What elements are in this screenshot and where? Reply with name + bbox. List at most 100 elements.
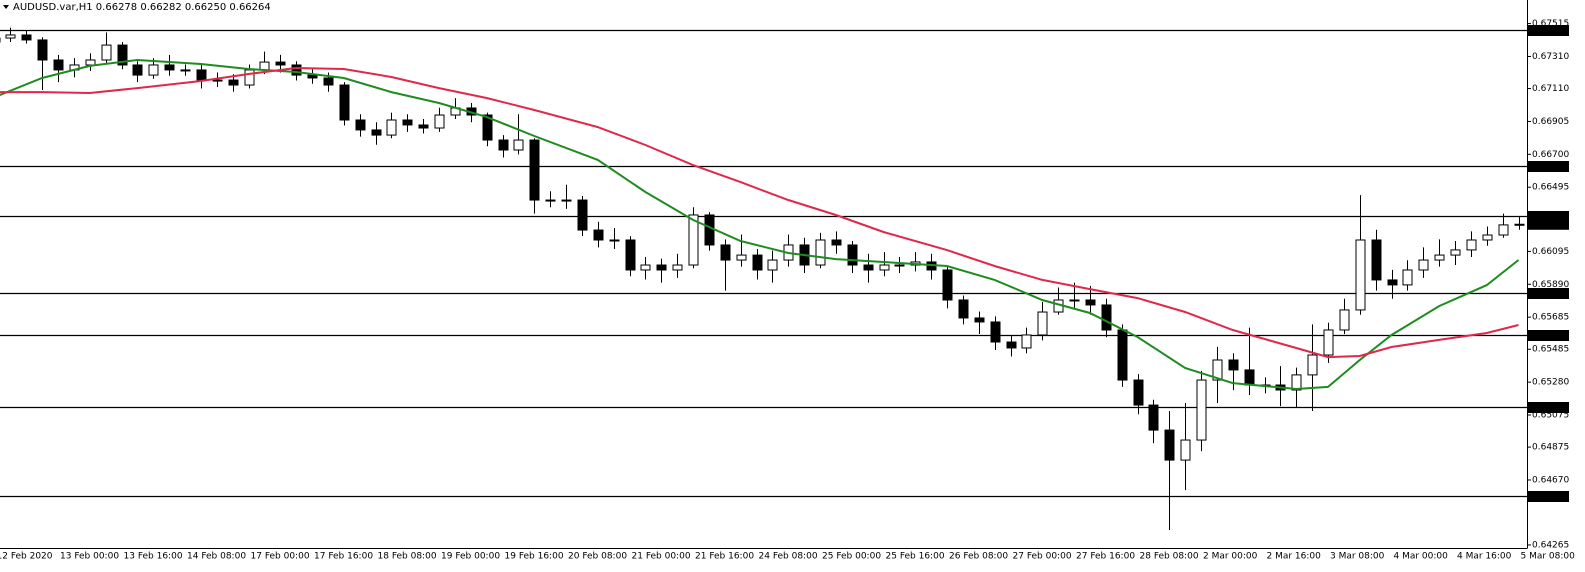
candle-body bbox=[1514, 223, 1525, 226]
candle-body bbox=[323, 77, 334, 86]
candle-body bbox=[402, 119, 413, 126]
x-tick-label: 19 Feb 16:00 bbox=[505, 552, 564, 562]
candle-body bbox=[1101, 304, 1112, 331]
x-tick-label: 12 Feb 2020 bbox=[0, 552, 53, 562]
y-tick-label: 0.66095 bbox=[1532, 247, 1569, 257]
candle-body bbox=[228, 79, 239, 86]
y-tick-label: 0.67110 bbox=[1532, 84, 1569, 94]
x-tick-label: 21 Feb 16:00 bbox=[695, 552, 754, 562]
y-tick-label: 0.66905 bbox=[1532, 117, 1569, 127]
candle-body bbox=[1371, 239, 1382, 281]
x-tick-label: 20 Feb 08:00 bbox=[568, 552, 627, 562]
candle-body bbox=[355, 119, 366, 131]
candle-body bbox=[1117, 329, 1128, 381]
candle-body bbox=[434, 114, 445, 129]
y-tick-label: 0.65075 bbox=[1532, 411, 1569, 421]
candle-body bbox=[720, 244, 731, 261]
level-label-box bbox=[1528, 402, 1569, 413]
candle-body bbox=[1037, 311, 1048, 336]
level-label-box bbox=[1528, 288, 1569, 299]
x-tick-label: 19 Feb 00:00 bbox=[441, 552, 500, 562]
candle-body bbox=[831, 239, 842, 246]
candle-body bbox=[1418, 259, 1429, 271]
candle-body bbox=[21, 34, 32, 41]
level-label-box bbox=[1528, 25, 1569, 36]
candle-body bbox=[5, 34, 16, 39]
level-label: 0.67475 bbox=[1530, 26, 1567, 36]
level-label-box bbox=[1528, 211, 1569, 222]
candle-body bbox=[863, 264, 874, 271]
x-tick-label: 2 Mar 16:00 bbox=[1267, 552, 1322, 562]
candle-body bbox=[418, 124, 429, 129]
candle-body bbox=[1450, 249, 1461, 256]
candle-body bbox=[196, 69, 207, 81]
candle-body bbox=[53, 59, 64, 71]
candle-body bbox=[1212, 359, 1223, 381]
x-tick-label: 21 Feb 00:00 bbox=[632, 552, 691, 562]
candle-body bbox=[561, 199, 572, 202]
candle-body bbox=[1244, 369, 1255, 386]
candle-body bbox=[307, 74, 318, 79]
axes: 0.67515 0.67310 0.67110 0.66905 0.66700 0.664… bbox=[0, 19, 1575, 561]
candle-body bbox=[212, 79, 223, 82]
candle-body bbox=[275, 61, 286, 66]
y-tick-label: 0.65280 bbox=[1532, 378, 1569, 388]
candle-body bbox=[1466, 239, 1477, 251]
x-tick-label: 14 Feb 08:00 bbox=[187, 552, 246, 562]
candle-body bbox=[640, 264, 651, 271]
candle-body bbox=[990, 321, 1001, 343]
y-tick-label: 0.64265 bbox=[1532, 540, 1569, 550]
level-label: 0.65123 bbox=[1530, 403, 1567, 413]
x-tick-label: 25 Feb 00:00 bbox=[822, 552, 881, 562]
y-tick-label: 0.65685 bbox=[1532, 313, 1569, 323]
y-tick-label: 0.65485 bbox=[1532, 345, 1569, 355]
x-tick-label: 17 Feb 16:00 bbox=[314, 552, 373, 562]
candle-body bbox=[752, 254, 763, 271]
candle-body bbox=[1402, 269, 1413, 286]
menu-arrow bbox=[3, 5, 9, 9]
candle-body bbox=[291, 64, 302, 76]
last-price-label: 0.66264 bbox=[1530, 220, 1567, 230]
x-tick-label: 4 Mar 00:00 bbox=[1394, 552, 1449, 562]
last-price-box bbox=[1528, 218, 1569, 230]
candle-body bbox=[85, 59, 96, 66]
x-tick-label: 28 Feb 08:00 bbox=[1140, 552, 1199, 562]
candle-body bbox=[1085, 299, 1096, 306]
candle-body bbox=[1069, 299, 1080, 302]
y-tick-label: 0.64875 bbox=[1532, 443, 1569, 453]
candle-body bbox=[1180, 439, 1191, 461]
candle-body bbox=[498, 139, 509, 151]
candle-body bbox=[1196, 379, 1207, 441]
candle-body bbox=[148, 64, 159, 76]
candle-body bbox=[1148, 404, 1159, 431]
plot-area bbox=[0, 27, 1527, 531]
x-tick-label: 13 Feb 16:00 bbox=[124, 552, 183, 562]
candle-body bbox=[545, 199, 556, 202]
candle-body bbox=[609, 239, 620, 242]
candle-body bbox=[1307, 354, 1318, 376]
candle-body bbox=[101, 44, 112, 61]
candle-body bbox=[1323, 329, 1334, 356]
y-tick-label: 0.67515 bbox=[1532, 19, 1569, 29]
level-label: 0.64570 bbox=[1530, 492, 1567, 502]
moving-average-line bbox=[0, 66, 1519, 359]
candle-body bbox=[1339, 309, 1350, 331]
x-tick-label: 26 Feb 08:00 bbox=[949, 552, 1008, 562]
candle-body bbox=[1021, 334, 1032, 349]
y-tick-label: 0.65890 bbox=[1532, 280, 1569, 290]
x-tick-label: 17 Feb 00:00 bbox=[251, 552, 310, 562]
candle-body bbox=[259, 61, 270, 71]
candle-body bbox=[482, 114, 493, 141]
candle-body bbox=[942, 269, 953, 301]
candle-body bbox=[180, 69, 191, 72]
level-label-box bbox=[1528, 161, 1569, 172]
candle-body bbox=[1387, 279, 1398, 286]
candle-body bbox=[593, 229, 604, 241]
moving-average-line bbox=[0, 58, 1520, 391]
candle-body bbox=[132, 64, 143, 76]
candle-body bbox=[958, 299, 969, 319]
candle-body bbox=[974, 317, 985, 323]
x-tick-label: 24 Feb 08:00 bbox=[759, 552, 818, 562]
y-tick-label: 0.66700 bbox=[1532, 150, 1569, 160]
candle-body bbox=[1228, 359, 1239, 371]
